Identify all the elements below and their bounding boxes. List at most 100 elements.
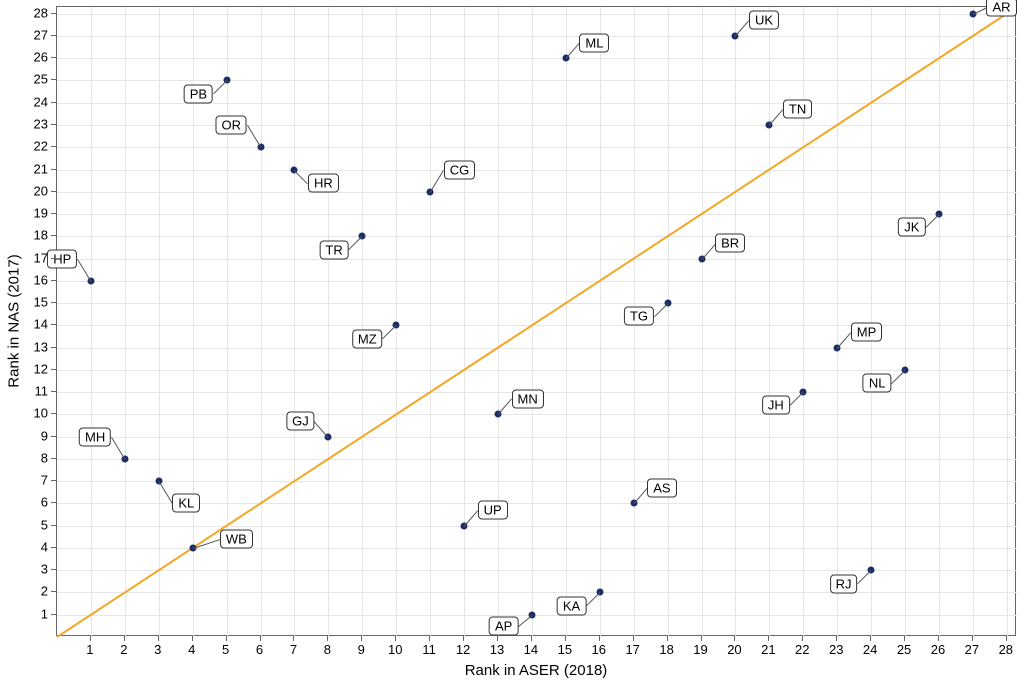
y-tick <box>51 124 56 125</box>
grid-h <box>57 281 1017 282</box>
grid-v <box>668 7 669 637</box>
y-tick-label: 25 <box>34 72 48 87</box>
grid-v <box>973 7 974 637</box>
grid-v <box>91 7 92 637</box>
y-tick-label: 15 <box>34 295 48 310</box>
label-leader <box>314 421 328 437</box>
grid-v <box>261 7 262 637</box>
data-label: MN <box>512 389 544 408</box>
x-tick-label: 1 <box>86 642 93 657</box>
grid-h <box>57 437 1017 438</box>
grid-v <box>600 7 601 637</box>
x-tick-label: 13 <box>490 642 504 657</box>
y-tick <box>51 213 56 214</box>
label-leader <box>294 170 308 184</box>
grid-h <box>57 414 1017 415</box>
x-tick-label: 6 <box>256 642 263 657</box>
x-tick-label: 20 <box>727 642 741 657</box>
grid-h <box>57 214 1017 215</box>
y-tick-label: 16 <box>34 272 48 287</box>
grid-h <box>57 615 1017 616</box>
label-leader <box>789 392 803 406</box>
x-tick <box>734 636 735 641</box>
grid-v <box>566 7 567 637</box>
y-tick-label: 7 <box>41 473 48 488</box>
data-label: KA <box>557 596 586 615</box>
y-tick <box>51 413 56 414</box>
data-label: AP <box>489 616 518 635</box>
scatter-chart: HPMHKLWBPBORHRGJTRMZCGUPMNAPMLKAASTGBRUK… <box>0 0 1024 691</box>
label-leader <box>77 259 91 282</box>
x-tick <box>226 636 227 641</box>
y-tick-label: 10 <box>34 406 48 421</box>
grid-v <box>905 7 906 637</box>
x-tick <box>599 636 600 641</box>
y-tick <box>51 458 56 459</box>
grid-h <box>57 36 1017 37</box>
y-tick-label: 11 <box>35 384 49 399</box>
data-label: UP <box>478 501 508 520</box>
grid-v <box>939 7 940 637</box>
label-leader <box>565 43 579 59</box>
grid-v <box>498 7 499 637</box>
x-tick-label: 16 <box>592 642 606 657</box>
y-tick <box>51 391 56 392</box>
x-tick-label: 12 <box>456 642 470 657</box>
x-tick <box>90 636 91 641</box>
y-tick <box>51 614 56 615</box>
data-label: HP <box>47 249 77 268</box>
data-label: KL <box>172 494 200 513</box>
x-tick <box>701 636 702 641</box>
x-tick <box>463 636 464 641</box>
data-label: MZ <box>352 329 383 348</box>
grid-h <box>57 170 1017 171</box>
grid-h <box>57 459 1017 460</box>
grid-v <box>362 7 363 637</box>
label-leader <box>464 510 478 526</box>
label-leader <box>701 243 715 259</box>
grid-v <box>1007 7 1008 637</box>
x-tick <box>667 636 668 641</box>
y-tick <box>51 280 56 281</box>
x-tick <box>124 636 125 641</box>
y-tick-label: 5 <box>41 517 48 532</box>
x-tick <box>531 636 532 641</box>
y-tick-label: 13 <box>34 339 48 354</box>
y-tick-label: 27 <box>34 27 48 42</box>
label-leader <box>498 399 512 415</box>
y-tick-label: 14 <box>34 317 48 332</box>
label-leader <box>518 615 532 627</box>
grid-v <box>735 7 736 637</box>
x-tick <box>836 636 837 641</box>
x-tick-label: 4 <box>188 642 195 657</box>
label-leader <box>430 170 444 193</box>
data-label: HR <box>308 173 339 192</box>
y-tick <box>51 102 56 103</box>
x-tick <box>802 636 803 641</box>
x-tick-label: 15 <box>558 642 572 657</box>
y-tick-label: 26 <box>34 50 48 65</box>
label-leader <box>735 21 749 37</box>
y-tick-label: 28 <box>34 5 48 20</box>
x-tick-label: 24 <box>863 642 877 657</box>
grid-h <box>57 348 1017 349</box>
data-label: CG <box>444 160 476 179</box>
grid-h <box>57 80 1017 81</box>
y-tick <box>51 169 56 170</box>
y-axis-label: Rank in NAS (2017) <box>6 254 23 387</box>
x-tick <box>565 636 566 641</box>
y-tick <box>51 146 56 147</box>
grid-h <box>57 192 1017 193</box>
label-leader <box>654 303 668 317</box>
x-tick-label: 27 <box>965 642 979 657</box>
y-tick-label: 2 <box>41 584 48 599</box>
y-tick <box>51 347 56 348</box>
label-leader <box>925 214 939 228</box>
grid-h <box>57 548 1017 549</box>
grid-h <box>57 125 1017 126</box>
x-tick <box>361 636 362 641</box>
x-tick-label: 28 <box>999 642 1013 657</box>
data-label: PB <box>184 84 213 103</box>
x-tick <box>904 636 905 641</box>
x-tick <box>327 636 328 641</box>
